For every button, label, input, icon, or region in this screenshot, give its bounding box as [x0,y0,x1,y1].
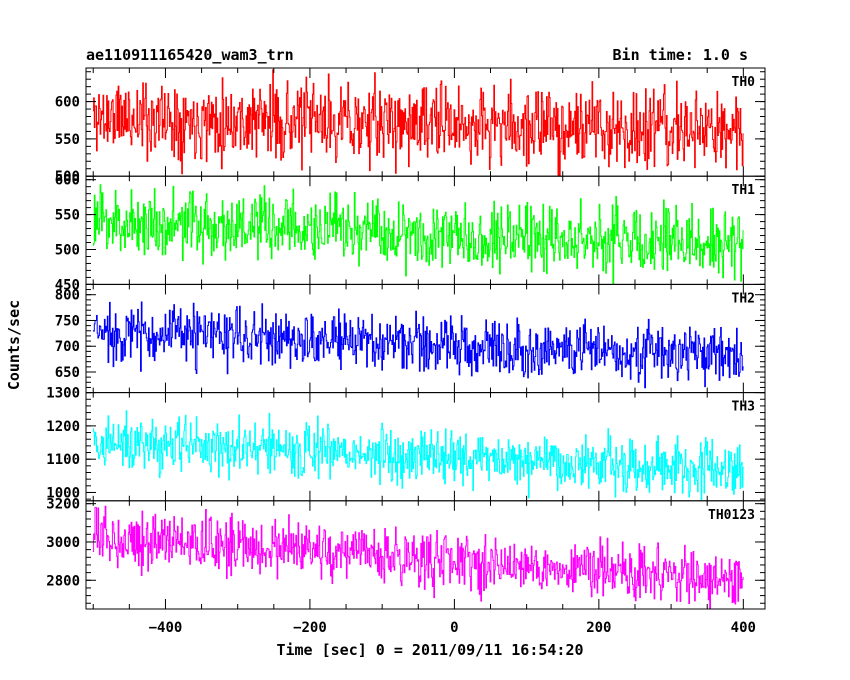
y-tick-label: 800 [55,288,80,304]
panel-th3: 1000 1100 1200 1300 TH3 [46,386,766,501]
x-tick-label: 0 [450,620,458,636]
x-tick-label: 400 [731,620,756,636]
y-axis-label: Counts/sec [5,300,23,390]
y-tick-label: 550 [55,132,80,148]
y-tick-label: 1200 [46,419,80,435]
y-tick-label: 3200 [46,497,80,513]
y-tick-label: 1100 [46,452,80,468]
panel-label: TH3 [732,400,755,415]
series-line-th3 [92,410,744,500]
y-tick-label: 3000 [46,535,80,551]
x-axis: −400 −200 0 200 400 [149,620,756,636]
x-tick-label: −200 [293,620,327,636]
x-tick-label: 200 [586,620,611,636]
panel-th2: 650 700 750 800 TH2 [55,283,766,394]
y-tick-label: 700 [55,339,80,355]
y-tick-label: 750 [55,313,80,329]
y-tick-label: 500 [55,169,80,185]
y-tick-label: 550 [55,208,80,224]
chart-title: ae110911165420_wam3_trn [86,46,294,64]
x-tick-label: −400 [149,620,183,636]
panel-frame [85,500,766,610]
panel-label: TH2 [732,291,755,306]
y-tick-label: 1300 [46,386,80,402]
y-tick-label: 2800 [46,573,80,589]
panels-group: 500 550 600 TH0 450 500 550 600 TH1 650 700 750 800 T… [46,67,766,610]
y-tick-label: 650 [55,365,80,381]
series-line-th2 [92,301,744,389]
series-line-th1 [92,184,744,285]
series-line-th0123 [92,505,744,609]
panel-label: TH1 [732,183,756,198]
bin-time-label: Bin time: 1.0 s [613,46,748,64]
series-line-th0 [92,69,744,177]
panel-label: TH0123 [708,508,755,523]
x-axis-label: Time [sec] 0 = 2011/09/11 16:54:20 [276,641,583,659]
y-tick-label: 600 [55,173,80,189]
y-tick-label: 600 [55,95,80,111]
panel-th0123: 2800 3000 3200 TH0123 [46,497,766,610]
y-tick-label: 500 [55,242,80,258]
panel-th0: 500 550 600 TH0 [55,67,766,185]
y-tick-label: 450 [55,277,80,293]
panel-label: TH0 [732,75,756,90]
y-tick-label: 1000 [46,485,80,501]
panel-th1: 450 500 550 600 TH1 [55,173,766,293]
